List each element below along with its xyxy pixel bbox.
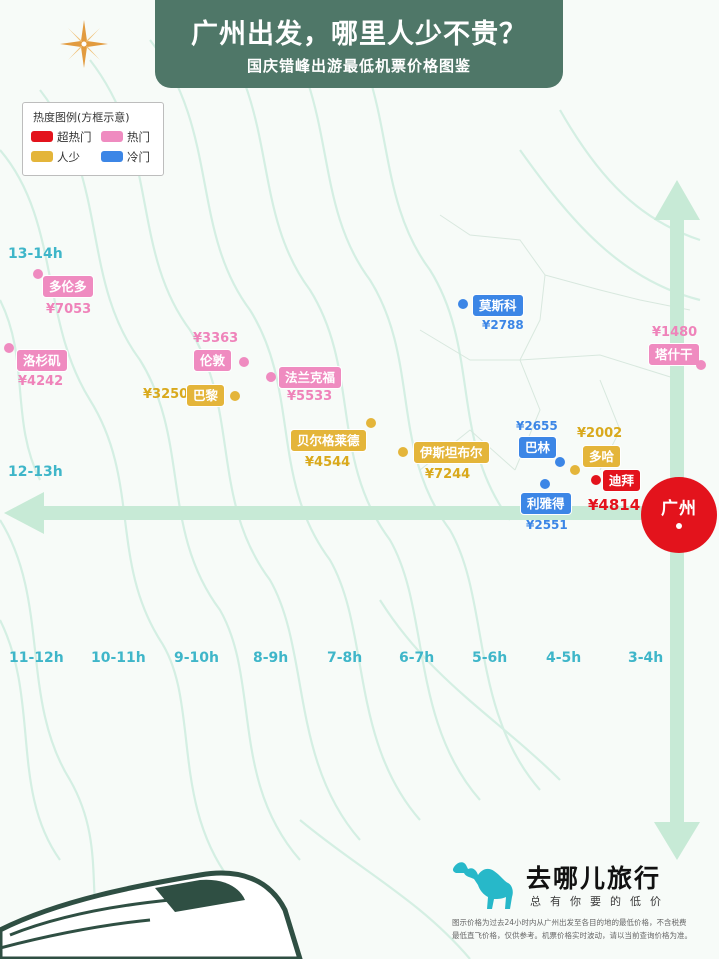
toronto-price: ¥7053 [46, 302, 92, 317]
frankfurt-price: ¥5533 [287, 389, 333, 404]
belgrade-label[interactable]: 贝尔格莱德 [290, 429, 367, 452]
moscow-price: ¥2788 [482, 318, 524, 332]
x-label-10-11h: 10-11h [91, 650, 146, 666]
brand-slogan: 总有你要的低价 [530, 895, 670, 908]
x-label-11-12h: 11-12h [9, 650, 64, 666]
paris-price: ¥3250 [143, 387, 189, 402]
x-label-4-5h: 4-5h [546, 650, 582, 666]
x-label-6-7h: 6-7h [399, 650, 435, 666]
tashkent-marker[interactable] [696, 360, 706, 370]
y-label-12-13h: 12-13h [8, 464, 63, 480]
istanbul-label[interactable]: 伊斯坦布尔 [413, 441, 490, 464]
riyadh-price: ¥2551 [526, 518, 568, 532]
legend-title: 热度图例(方框示意) [33, 111, 130, 124]
disclaimer: 图示价格为过去24小时内从广州出发至各目的地的最低价格，不含税费 最低直飞价格，… [452, 916, 714, 942]
london-label[interactable]: 伦敦 [193, 349, 233, 372]
legend-swatch [31, 151, 53, 162]
istanbul-marker[interactable] [398, 447, 408, 457]
istanbul-price: ¥7244 [425, 467, 471, 482]
brand-block: 去哪儿旅行 总有你要的低价 [450, 855, 710, 915]
london-price: ¥3363 [193, 331, 239, 346]
title-banner: 广州出发，哪里人少不贵？ 国庆错峰出游最低机票价格图鉴 [155, 0, 563, 88]
origin-label: 广州 [661, 499, 697, 519]
legend-swatch [101, 151, 123, 162]
frankfurt-label[interactable]: 法兰克福 [278, 366, 343, 389]
brand-name: 去哪儿旅行 [526, 864, 662, 893]
bahrain-price: ¥2655 [516, 419, 558, 433]
dubai-price: ¥4814 [588, 496, 641, 514]
paris-label[interactable]: 巴黎 [186, 384, 226, 407]
page-subtitle: 国庆错峰出游最低机票价格图鉴 [246, 57, 471, 75]
riyadh-label[interactable]: 利雅得 [520, 492, 572, 515]
legend-item-super-hot: 超热门 [31, 129, 92, 145]
belgrade-price: ¥4544 [305, 455, 351, 470]
doha-marker[interactable] [570, 465, 580, 475]
x-label-8-9h: 8-9h [253, 650, 289, 666]
moscow-label[interactable]: 莫斯科 [472, 294, 524, 317]
camel-logo-icon [452, 862, 513, 909]
x-label-9-10h: 9-10h [174, 650, 220, 666]
legend-item-few-people: 人少 [31, 149, 80, 165]
legend-item-unpopular: 冷门 [101, 149, 150, 165]
dubai-label[interactable]: 迪拜 [602, 469, 642, 492]
bahrain-marker[interactable] [555, 457, 565, 467]
legend-swatch [31, 131, 53, 142]
x-label-3-4h: 3-4h [628, 650, 664, 666]
paris-marker[interactable] [230, 391, 240, 401]
doha-label[interactable]: 多哈 [582, 445, 622, 468]
belgrade-marker[interactable] [366, 418, 376, 428]
los-angeles-price: ¥4242 [18, 374, 64, 389]
los-angeles-marker[interactable] [4, 343, 14, 353]
los-angeles-label[interactable]: 洛杉矶 [16, 349, 68, 372]
y-label-13-14h: 13-14h [8, 246, 63, 262]
moscow-marker[interactable] [458, 299, 468, 309]
origin-dot [676, 523, 682, 529]
dubai-marker[interactable] [591, 475, 601, 485]
tashkent-price: ¥1480 [652, 325, 698, 340]
toronto-label[interactable]: 多伦多 [42, 275, 94, 298]
compass-rose-icon [60, 20, 108, 68]
page-title: 广州出发，哪里人少不贵？ [191, 19, 527, 50]
toronto-marker[interactable] [33, 269, 43, 279]
bahrain-label[interactable]: 巴林 [518, 436, 558, 459]
train-illustration [0, 870, 303, 959]
disclaimer-line-1: 图示价格为过去24小时内从广州出发至各目的地的最低价格，不含税费 [452, 918, 687, 927]
london-marker[interactable] [239, 357, 249, 367]
x-label-7-8h: 7-8h [327, 650, 363, 666]
doha-price: ¥2002 [577, 426, 623, 441]
origin-guangzhou[interactable]: 广州 [641, 477, 717, 553]
x-label-5-6h: 5-6h [472, 650, 508, 666]
riyadh-marker[interactable] [540, 479, 550, 489]
tashkent-label[interactable]: 塔什干 [648, 343, 700, 366]
legend-swatch [101, 131, 123, 142]
heat-legend: 热度图例(方框示意) 超热门 热门 人少 冷门 [22, 102, 164, 176]
disclaimer-line-2: 最低直飞价格，仅供参考。机票价格实时波动，请以当前查询价格为准。 [452, 931, 692, 940]
legend-item-hot: 热门 [101, 129, 150, 145]
frankfurt-marker[interactable] [266, 372, 276, 382]
